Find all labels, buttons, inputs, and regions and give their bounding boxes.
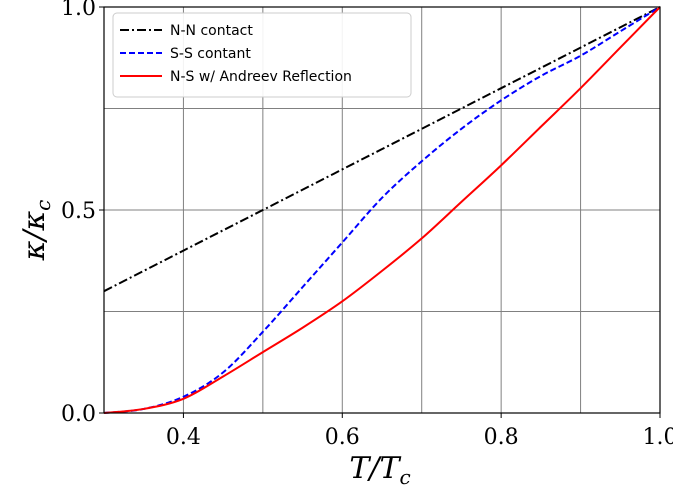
x-tick-label: 0.8	[484, 425, 519, 450]
x-tick-label: 1.0	[643, 425, 673, 450]
y-tick-label: 1.0	[61, 0, 96, 21]
series-line	[103, 6, 661, 414]
legend-label: N-S w/ Andreev Reflection	[170, 69, 352, 85]
legend-label: S-S contant	[170, 46, 251, 62]
axis-ticks: 0.4 0.6 0.8 1.0 0.0 0.5 1.0	[61, 0, 673, 450]
legend-label: N-N contact	[170, 23, 253, 39]
series-lines	[103, 6, 661, 414]
x-tick-label: 0.6	[325, 425, 360, 450]
x-tick-label: 0.4	[166, 425, 201, 450]
y-axis-label: κ/κc	[17, 200, 55, 262]
y-tick-label: 0.5	[61, 199, 96, 224]
series-line	[103, 6, 661, 414]
legend-box	[112, 12, 412, 98]
x-axis-label: T/Tc	[349, 451, 410, 489]
y-tick-label: 0.0	[61, 402, 96, 427]
legend: N-N contact S-S contant N-S w/ Andreev Ref…	[112, 12, 412, 98]
series-line	[103, 6, 661, 293]
